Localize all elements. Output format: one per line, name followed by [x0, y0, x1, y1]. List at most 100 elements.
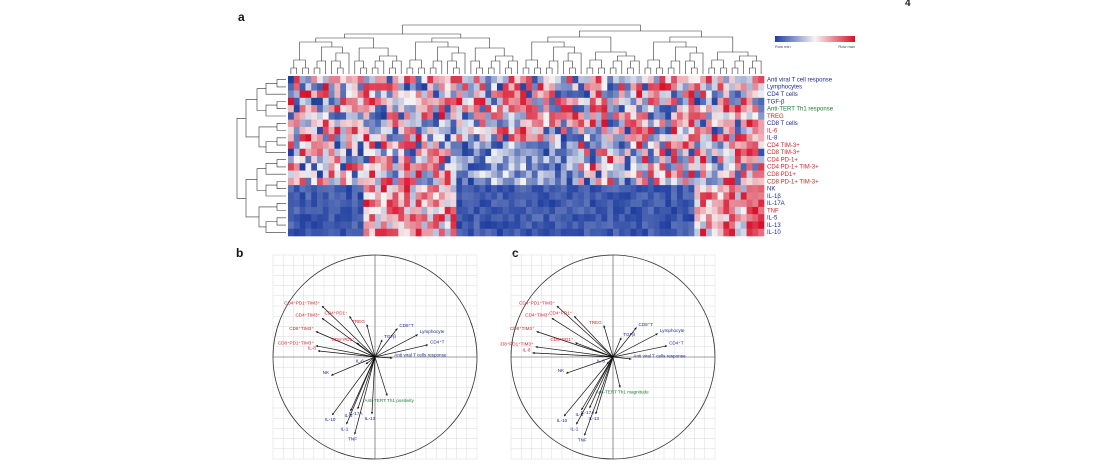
heatmap-cell [351, 134, 358, 142]
heatmap-cell [671, 83, 678, 91]
heatmap-cell [462, 221, 469, 230]
heatmap-cell [694, 199, 701, 208]
heatmap-cell [491, 199, 498, 208]
heatmap-cell [705, 83, 713, 91]
dendrogram-branch [579, 30, 702, 37]
heatmap-cell [369, 119, 376, 128]
heatmap-cell [642, 148, 649, 157]
heatmap-cell [508, 163, 515, 171]
dendrogram-branch [495, 55, 514, 61]
heatmap-cell [711, 214, 718, 222]
heatmap-cell [392, 156, 399, 164]
heatmap-cell [676, 170, 684, 179]
heatmap-cell [456, 76, 463, 84]
heatmap-cell [618, 177, 625, 186]
heatmap-cell [526, 221, 533, 230]
heatmap-cell [584, 170, 591, 179]
heatmap-cell [734, 141, 742, 150]
heatmap-cell [473, 105, 480, 113]
heatmap-cell [613, 119, 620, 128]
dendrogram-branch [546, 67, 553, 74]
heatmap-cell [618, 126, 625, 135]
heatmap-cell [433, 156, 440, 164]
heatmap-cell [305, 112, 312, 120]
vector-label: CD4⁺PD1⁺ [325, 311, 349, 316]
heatmap-cell [746, 206, 753, 215]
heatmap-cell [694, 112, 701, 120]
heatmap-cell [502, 156, 509, 164]
heatmap-cell [467, 83, 475, 91]
heatmap-cell [578, 119, 585, 128]
heatmap-cell [369, 148, 376, 157]
heatmap-cell [526, 134, 533, 142]
heatmap-cell [380, 119, 387, 128]
heatmap-cell [398, 170, 405, 179]
heatmap-cell [642, 105, 649, 113]
heatmap-cell [566, 228, 573, 237]
dendrogram-branch [432, 60, 443, 74]
dendrogram-branch [258, 126, 277, 148]
dendrogram-branch [470, 60, 480, 74]
heatmap-cell [717, 185, 724, 193]
heatmap-cell [305, 119, 312, 128]
heatmap-cell [421, 134, 428, 142]
vector-arrowhead [532, 351, 535, 355]
heatmap-cell [734, 192, 742, 200]
heatmap-cell [340, 170, 347, 179]
heatmap-cell [711, 199, 718, 208]
heatmap-cell [311, 192, 318, 200]
heatmap-cell [293, 170, 300, 179]
dendrogram-branch [360, 67, 367, 74]
heatmap-cell [369, 177, 376, 186]
vector-label: IL-17A [581, 410, 595, 415]
heatmap-cell [659, 156, 666, 164]
heatmap-cell [717, 170, 724, 179]
heatmap-cell [560, 97, 567, 106]
heatmap-cell [624, 119, 631, 128]
heatmap-cell [340, 163, 347, 171]
heatmap-cell [578, 141, 585, 150]
heatmap-cell [584, 177, 591, 186]
heatmap-cell [555, 163, 562, 171]
heatmap-cell [444, 228, 451, 237]
heatmap-cell [636, 83, 643, 91]
dendrogram-branch [567, 52, 582, 74]
heatmap-cell [543, 214, 550, 222]
heatmap-cell [537, 97, 544, 106]
heatmap-cell [450, 228, 457, 237]
heatmap-cell [496, 148, 504, 157]
heatmap-cell [508, 141, 515, 150]
heatmap-cell [479, 177, 486, 186]
heatmap-cell [415, 119, 422, 128]
heatmap-cell [293, 185, 300, 193]
heatmap-cell [653, 192, 660, 200]
heatmap-cell [734, 170, 742, 179]
heatmap-cell [584, 192, 591, 200]
heatmap-cell [322, 192, 329, 200]
dendrogram-branch [453, 67, 460, 74]
heatmap-cell [473, 83, 480, 91]
heatmap-cell [572, 177, 579, 186]
heatmap-cell [328, 228, 335, 237]
heatmap-cell [589, 90, 596, 99]
heatmap-cell [293, 177, 300, 186]
heatmap-cell [380, 177, 387, 186]
heatmap-cell [293, 228, 300, 237]
heatmap-cell [746, 163, 753, 171]
heatmap-cell [572, 126, 579, 135]
loading-vector [535, 346, 614, 358]
heatmap-cell [346, 177, 353, 186]
vector-label: CD8⁺T [399, 323, 414, 328]
heatmap-cell [386, 214, 393, 222]
heatmap-cell [746, 134, 753, 142]
heatmap-cell [328, 97, 335, 106]
heatmap-cell [392, 192, 399, 200]
heatmap-cell [624, 228, 631, 237]
heatmap-cell [438, 134, 446, 142]
heatmap-cell [729, 90, 736, 99]
dendrogram-branch [276, 181, 286, 189]
heatmap-cell [351, 156, 358, 164]
heatmap-cell [346, 112, 353, 120]
heatmap-cell [392, 141, 399, 150]
heatmap-cell [746, 112, 753, 120]
